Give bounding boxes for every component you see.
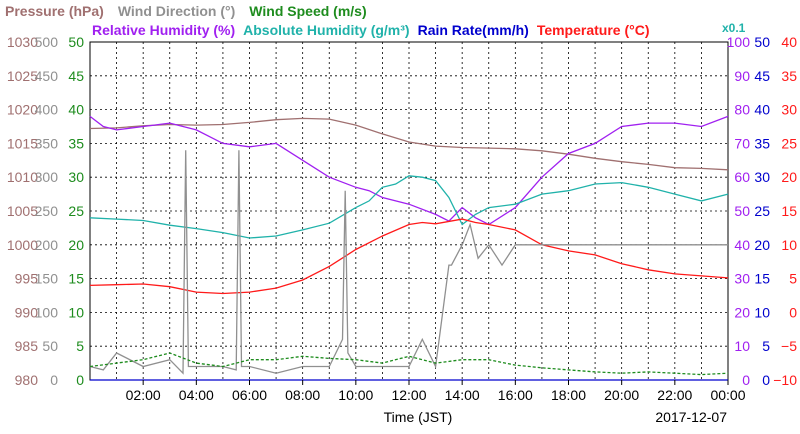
tick-temp: −5: [781, 338, 797, 354]
tick-pressure: 1015: [7, 135, 38, 151]
x-tick-label: 10:00: [338, 387, 373, 403]
tick-rh: 20: [734, 304, 750, 320]
tick-rain: 15: [754, 271, 770, 287]
ah-scale-note: x0.1: [722, 21, 746, 35]
x-tick-label: 16:00: [498, 387, 533, 403]
x-tick-label: 14:00: [445, 387, 480, 403]
tick-pressure: 1020: [7, 102, 38, 118]
x-tick-label: 22:00: [657, 387, 692, 403]
legend-item-temp: Temperature (°C): [537, 22, 650, 38]
tick-windspeed: 20: [68, 237, 84, 253]
tick-temp: 40: [781, 34, 797, 50]
tick-rain: 45: [754, 68, 770, 84]
grid: [89, 41, 729, 381]
tick-pressure: 1025: [7, 68, 38, 84]
tick-rh: 30: [734, 271, 750, 287]
tick-windspeed: 0: [76, 372, 84, 388]
tick-rain: 35: [754, 135, 770, 151]
tick-rain: 25: [754, 203, 770, 219]
tick-rain: 10: [754, 304, 770, 320]
tick-windspeed: 10: [68, 304, 84, 320]
tick-winddir: 450: [35, 68, 59, 84]
legend: Pressure (hPa) Wind Direction (°) Wind Spe…: [5, 3, 746, 38]
tick-pressure: 980: [15, 372, 39, 388]
tick-winddir: 250: [35, 203, 59, 219]
tick-temp: 30: [781, 102, 797, 118]
tick-temp: 0: [789, 304, 797, 320]
tick-rh: 60: [734, 169, 750, 185]
tick-temp: 20: [781, 169, 797, 185]
x-tick-label: 20:00: [604, 387, 639, 403]
tick-temp: 5: [789, 271, 797, 287]
tick-winddir: 50: [42, 338, 58, 354]
tick-rain: 30: [754, 169, 770, 185]
tick-pressure: 1010: [7, 169, 38, 185]
tick-windspeed: 30: [68, 169, 84, 185]
series-winddir: [89, 150, 728, 375]
tick-pressure: 1030: [7, 34, 38, 50]
tick-winddir: 350: [35, 135, 59, 151]
tick-winddir: 300: [35, 169, 59, 185]
tick-windspeed: 5: [76, 338, 84, 354]
axes: 9809859909951000100510101015102010251030…: [7, 34, 797, 403]
x-tick-label: 00:00: [710, 387, 745, 403]
tick-pressure: 990: [15, 304, 39, 320]
date-label: 2017-12-07: [655, 409, 727, 425]
tick-rh: 0: [742, 372, 750, 388]
tick-rain: 5: [762, 338, 770, 354]
tick-winddir: 400: [35, 102, 59, 118]
tick-winddir: 100: [35, 304, 59, 320]
series-ah: [89, 175, 729, 239]
legend-item-ah: Absolute Humidity (g/m³): [243, 22, 409, 38]
tick-rh: 90: [734, 68, 750, 84]
legend-item-windspeed: Wind Speed (m/s): [249, 3, 366, 19]
tick-windspeed: 40: [68, 102, 84, 118]
tick-pressure: 995: [15, 271, 39, 287]
tick-windspeed: 15: [68, 271, 84, 287]
tick-rh: 40: [734, 237, 750, 253]
x-tick-label: 02:00: [126, 387, 161, 403]
tick-rh: 100: [727, 34, 751, 50]
x-tick-label: 06:00: [232, 387, 267, 403]
tick-windspeed: 35: [68, 135, 84, 151]
tick-pressure: 985: [15, 338, 39, 354]
tick-rain: 50: [754, 34, 770, 50]
tick-rain: 0: [762, 372, 770, 388]
tick-winddir: 200: [35, 237, 59, 253]
legend-item-rain: Rain Rate(mm/h): [418, 22, 529, 38]
tick-windspeed: 50: [68, 34, 84, 50]
tick-rh: 10: [734, 338, 750, 354]
x-axis-label: Time (JST): [384, 409, 453, 425]
x-tick-label: 08:00: [285, 387, 320, 403]
tick-rh: 50: [734, 203, 750, 219]
tick-winddir: 150: [35, 271, 59, 287]
series-pressure: [89, 117, 729, 171]
series-temp: [89, 218, 729, 295]
tick-windspeed: 25: [68, 203, 84, 219]
tick-temp: 25: [781, 135, 797, 151]
tick-rh: 70: [734, 135, 750, 151]
tick-pressure: 1005: [7, 203, 38, 219]
tick-rain: 20: [754, 237, 770, 253]
tick-temp: 35: [781, 68, 797, 84]
legend-item-pressure: Pressure (hPa): [5, 3, 104, 19]
tick-temp: −10: [773, 372, 797, 388]
tick-winddir: 0: [50, 372, 58, 388]
legend-item-winddir: Wind Direction (°): [118, 3, 235, 19]
tick-temp: 10: [781, 237, 797, 253]
tick-winddir: 500: [35, 34, 59, 50]
tick-pressure: 1000: [7, 237, 38, 253]
tick-temp: 15: [781, 203, 797, 219]
legend-item-rh: Relative Humidity (%): [92, 22, 235, 38]
x-tick-label: 12:00: [391, 387, 426, 403]
x-tick-label: 18:00: [551, 387, 586, 403]
tick-rain: 40: [754, 102, 770, 118]
x-tick-label: 04:00: [179, 387, 214, 403]
tick-windspeed: 45: [68, 68, 84, 84]
series-rh: [89, 115, 729, 226]
tick-rh: 80: [734, 102, 750, 118]
